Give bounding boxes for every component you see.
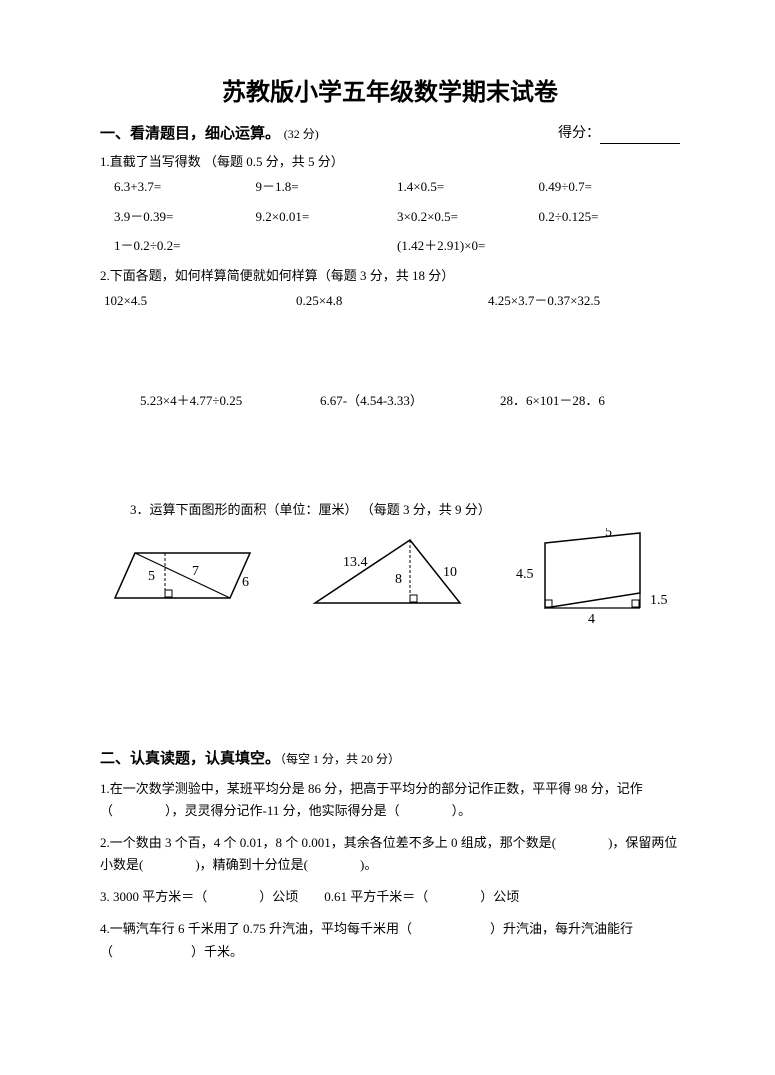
expr: 5.23×4＋4.77÷0.25 (140, 391, 320, 411)
q1-row1: 6.3+3.7= 9－1.8= 1.4×0.5= 0.49÷0.7= (114, 177, 680, 197)
eq: 1－0.2÷0.2= (114, 236, 256, 256)
eq: 3×0.2×0.5= (397, 207, 539, 227)
s2-q4: 4.一辆汽车行 6 千米用了 0.75 升汽油，平均每千米用（ ）升汽油，每升汽… (100, 918, 680, 962)
score-blank[interactable] (600, 143, 680, 144)
expr: 6.67-（4.54-3.33） (320, 391, 500, 411)
section1-title: 一、看清题目，细心运算。 (100, 126, 280, 142)
figure-triangle: 13.4 8 10 (305, 528, 475, 638)
expr: 0.25×4.8 (296, 291, 488, 311)
eq: 9.2×0.01= (256, 207, 398, 227)
q1-row3: 1－0.2÷0.2= (1.42＋2.91)×0= (114, 236, 680, 256)
eq: 3.9－0.39= (114, 207, 256, 227)
eq: 0.2÷0.125= (539, 207, 681, 227)
section1-note: (32 分) (284, 127, 319, 141)
q3-label: 3．运算下面图形的面积（单位：厘米） （每题 3 分，共 9 分） (130, 500, 680, 520)
fig3-left: 4.5 (516, 567, 534, 582)
fig3-top: 5 (605, 528, 612, 540)
q2-row2: 5.23×4＋4.77÷0.25 6.67-（4.54-3.33） 28．6×1… (140, 391, 680, 411)
eq: 1.4×0.5= (397, 177, 539, 197)
score-text: 得分： (558, 126, 600, 141)
expr: 102×4.5 (104, 291, 296, 311)
fig2-right: 10 (443, 565, 457, 580)
expr: 28．6×101－28．6 (500, 391, 680, 411)
eq: 0.49÷0.7= (539, 177, 681, 197)
figure-trapezoid: 4.5 5 1.5 4 (510, 528, 680, 638)
eq: 6.3+3.7= (114, 177, 256, 197)
figures-row: 5 7 6 13.4 8 10 4.5 5 1.5 4 (100, 528, 680, 638)
section2-header: 二、认真读题，认真填空。（每空 1 分，共 20 分） (100, 748, 680, 771)
q1-label: 1.直截了当写得数 （每题 0.5 分，共 5 分） (100, 152, 680, 172)
fig2-h: 8 (395, 572, 402, 587)
score-label: 得分： (558, 123, 680, 146)
s2-q1: 1.在一次数学测验中，某班平均分是 86 分，把高于平均分的部分记作正数，平平得… (100, 778, 680, 822)
eq (256, 236, 398, 256)
s2-q2: 2.一个数由 3 个百，4 个 0.01，8 个 0.001，其余各位差不多上 … (100, 832, 680, 876)
fig1-base: 7 (192, 564, 199, 579)
q2-label: 2.下面各题，如何样算简便就如何样算（每题 3 分，共 18 分） (100, 266, 680, 286)
section2-title: 二、认真读题，认真填空。 (100, 751, 280, 767)
q1-row2: 3.9－0.39= 9.2×0.01= 3×0.2×0.5= 0.2÷0.125… (114, 207, 680, 227)
section1-header: 一、看清题目，细心运算。 (32 分) 得分： (100, 123, 680, 146)
fig3-right: 1.5 (650, 593, 668, 608)
fig1-h: 5 (148, 569, 155, 584)
section2-note: （每空 1 分，共 20 分） (280, 752, 400, 766)
eq: (1.42＋2.91)×0= (397, 236, 539, 256)
eq: 9－1.8= (256, 177, 398, 197)
expr: 4.25×3.7－0.37×32.5 (488, 291, 680, 311)
s2-q3: 3. 3000 平方米＝（ ）公顷 0.61 平方千米＝（ ）公顷 (100, 886, 680, 908)
fig2-left: 13.4 (343, 555, 368, 570)
fig3-bottom: 4 (588, 612, 595, 627)
exam-title: 苏教版小学五年级数学期末试卷 (100, 75, 680, 111)
eq (539, 236, 681, 256)
fig1-side: 6 (242, 575, 249, 590)
figure-parallelogram: 5 7 6 (100, 528, 270, 638)
q2-row1: 102×4.5 0.25×4.8 4.25×3.7－0.37×32.5 (104, 291, 680, 311)
